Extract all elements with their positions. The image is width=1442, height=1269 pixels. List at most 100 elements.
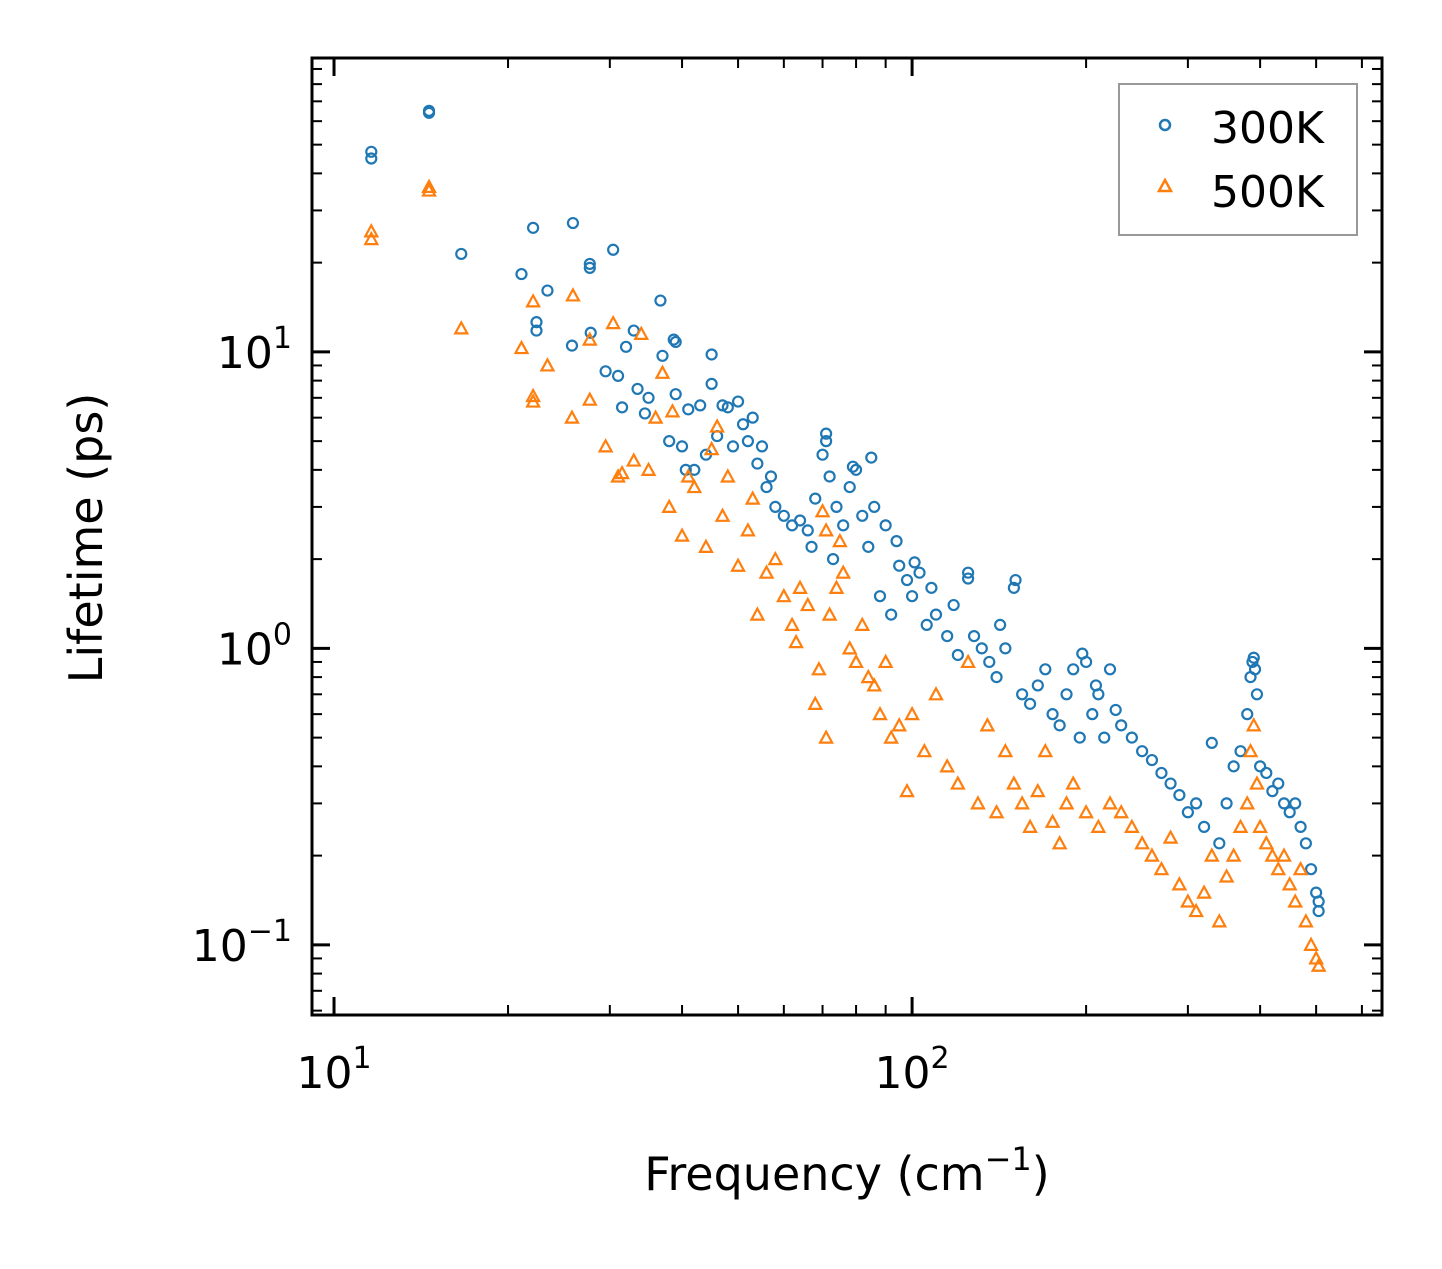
point-500K [1124, 818, 1140, 833]
point-500K [674, 527, 690, 542]
point-300K [1092, 688, 1105, 701]
point-500K [1162, 829, 1179, 844]
point-500K [775, 587, 792, 603]
x-tick-label: 102 [875, 1041, 950, 1099]
point-300K [893, 559, 906, 572]
point-500K [1058, 795, 1075, 810]
point-500K [453, 320, 470, 335]
y-axis-label: Lifetime (ps) [59, 393, 113, 684]
point-300K [1109, 703, 1122, 717]
point-500K [664, 403, 681, 418]
point-500K [792, 579, 808, 594]
point-500K [841, 640, 858, 655]
point-500K [1287, 893, 1304, 908]
legend-label-500k: 500K [1211, 167, 1325, 218]
point-300K [656, 349, 669, 362]
point-300K [908, 556, 921, 569]
point-300K [422, 106, 436, 119]
y-tick-label: 100 [217, 617, 292, 675]
point-300K [1125, 731, 1138, 744]
point-300K [583, 257, 596, 271]
point-500K [904, 705, 920, 721]
point-300K [1016, 688, 1029, 701]
point-500K [807, 695, 824, 710]
point-300K [607, 243, 620, 256]
point-500K [799, 596, 816, 612]
point-300K [1046, 708, 1059, 721]
x-axis-label: Frequency (cm−1) [644, 1140, 1049, 1201]
point-500K [421, 182, 437, 197]
point-500K [767, 550, 784, 566]
point-300K [731, 395, 745, 408]
point-300K [1220, 797, 1233, 810]
point-300K [642, 391, 655, 404]
point-300K [583, 261, 596, 274]
point-300K [736, 418, 750, 431]
point-500K [979, 717, 996, 732]
point-300K [1190, 797, 1203, 810]
point-300K [365, 145, 378, 158]
point-300K [1248, 663, 1262, 676]
point-500K [1090, 818, 1107, 833]
point-500K [758, 564, 775, 579]
point-300K [849, 463, 863, 476]
point-500K [1252, 818, 1268, 833]
point-300K [631, 382, 644, 396]
point-500K [877, 653, 894, 669]
point-500K [421, 178, 437, 194]
point-500K [709, 418, 725, 433]
x-tick-label: 101 [296, 1041, 371, 1099]
point-500K [970, 795, 986, 810]
point-300K [530, 324, 543, 337]
point-300K [947, 598, 960, 612]
point-300K [843, 480, 856, 494]
point-300K [913, 566, 926, 579]
point-500K [703, 440, 720, 456]
point-500K [605, 314, 622, 330]
point-500K [848, 653, 864, 669]
point-300K [1080, 655, 1093, 669]
point-500K [1276, 847, 1292, 862]
point-300K [990, 671, 1003, 684]
point-300K [1009, 573, 1022, 587]
point-500K [1037, 742, 1054, 758]
point-300K [566, 216, 580, 230]
legend-box [1118, 83, 1358, 236]
axis-ticks [312, 58, 1382, 1015]
point-500K [821, 606, 838, 621]
point-500K [1044, 813, 1061, 828]
point-300K [1241, 708, 1254, 721]
point-300K [941, 630, 954, 643]
point-500K [363, 223, 380, 238]
point-500K [1258, 835, 1275, 850]
point-300K [868, 500, 881, 514]
point-300K [1060, 688, 1073, 701]
point-300K [967, 630, 981, 643]
point-300K [1304, 863, 1318, 876]
point-300K [1173, 788, 1186, 802]
point-500K [565, 287, 581, 302]
point-300K [1103, 663, 1117, 676]
point-500K [891, 717, 908, 732]
point-300K [1039, 663, 1052, 676]
point-500K [1245, 717, 1262, 732]
point-300K [615, 401, 629, 414]
point-300K [1283, 806, 1296, 819]
point-300K [1250, 688, 1264, 701]
point-500K [1218, 868, 1235, 883]
point-300K [837, 519, 850, 532]
point-300K [675, 440, 689, 453]
point-500K [1144, 847, 1160, 862]
point-300K [1181, 806, 1194, 819]
point-500K [1014, 795, 1030, 810]
point-300K [856, 509, 869, 522]
point-500K [1102, 795, 1118, 810]
point-300K [760, 480, 773, 494]
point-500K [960, 653, 976, 669]
point-500K [1196, 884, 1212, 899]
tick-labels: 101 102 10−1 100 101 [192, 321, 950, 1099]
legend-circle-marker-icon [1158, 118, 1172, 132]
point-500K [1113, 803, 1130, 819]
point-300K [619, 340, 633, 353]
